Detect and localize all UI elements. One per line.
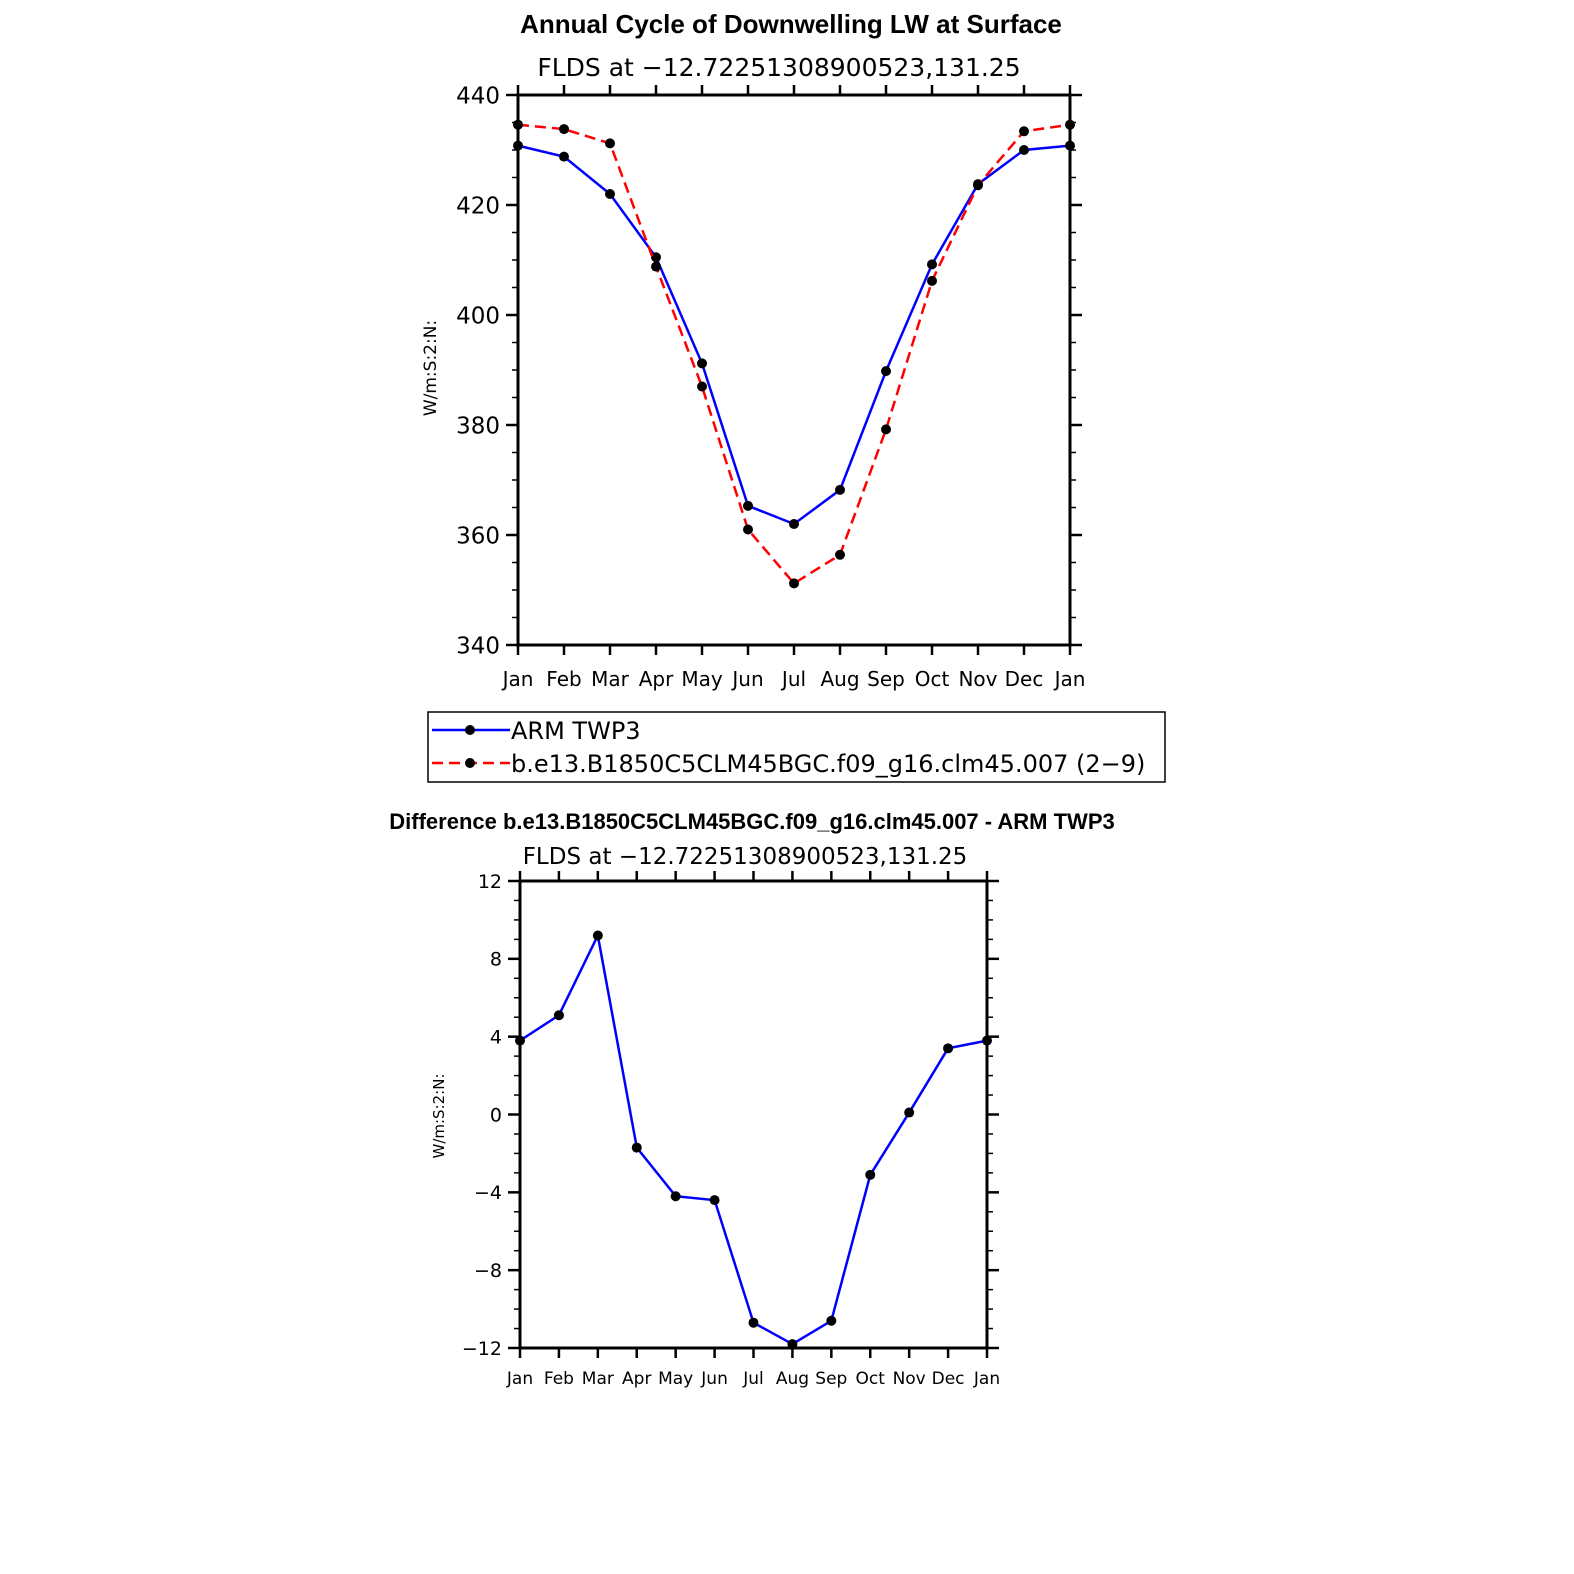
x-tick-label: Apr: [639, 667, 674, 691]
annual-cycle-chart: Annual Cycle of Downwelling LW at Surfac…: [421, 9, 1166, 783]
y-tick-label: −8: [474, 1260, 502, 1282]
data-point: [973, 180, 983, 191]
y-tick-label: 400: [456, 303, 500, 329]
data-point: [904, 1107, 915, 1118]
data-point: [651, 252, 661, 263]
data-point: [697, 358, 707, 369]
data-point: [651, 261, 661, 272]
y-tick-label: 420: [456, 193, 500, 219]
data-point: [943, 1043, 954, 1054]
data-point: [865, 1169, 876, 1180]
data-point: [559, 151, 569, 162]
legend-label-model: b.e13.B1850C5CLM45BGC.f09_g16.clm45.007 …: [511, 750, 1145, 778]
y-axis-label: W/m:S:2:N:: [430, 1074, 448, 1159]
data-point: [748, 1317, 759, 1328]
x-tick-label: Jul: [742, 1369, 764, 1389]
data-point: [835, 549, 845, 560]
x-tick-label: Jun: [730, 667, 763, 691]
data-point: [605, 138, 615, 149]
chart-subtitle: FLDS at −12.72251308900523,131.25: [523, 844, 968, 870]
series-line: [517, 144, 1071, 526]
chart-title: Difference b.e13.B1850C5CLM45BGC.f09_g16…: [389, 809, 1114, 834]
data-point: [1019, 126, 1029, 137]
data-point: [881, 424, 891, 435]
x-tick-label: May: [681, 667, 723, 691]
x-tick-label: Oct: [915, 667, 950, 691]
legend-box: [427, 711, 1166, 783]
data-point: [697, 381, 707, 392]
chart-subtitle: FLDS at −12.72251308900523,131.25: [537, 53, 1020, 82]
legend-marker-model: [465, 758, 475, 768]
x-tick-label: Dec: [932, 1369, 965, 1389]
series-line: [519, 931, 988, 1346]
legend-marker-obs: [465, 725, 475, 735]
series-line: [517, 123, 1071, 586]
data-point: [826, 1315, 837, 1326]
x-tick-label: Mar: [591, 667, 630, 691]
data-point: [592, 930, 603, 941]
x-tick-label: Feb: [544, 1369, 574, 1389]
y-tick-label: 4: [490, 1027, 502, 1049]
chart-title: Annual Cycle of Downwelling LW at Surfac…: [520, 9, 1062, 39]
data-point: [881, 366, 891, 377]
x-tick-label: Dec: [1005, 667, 1044, 691]
y-tick-label: 340: [456, 633, 500, 659]
x-tick-label: Jan: [501, 667, 534, 691]
x-tick-label: Sep: [867, 667, 905, 691]
data-point: [789, 578, 799, 589]
x-tick-label: Jan: [1053, 667, 1086, 691]
x-tick-label: Nov: [893, 1369, 926, 1389]
x-tick-label: Aug: [820, 667, 859, 691]
data-point: [743, 524, 753, 535]
x-tick-label: May: [658, 1369, 693, 1389]
y-tick-label: −12: [462, 1338, 502, 1360]
data-point: [631, 1142, 642, 1153]
plot-frame: [516, 93, 1072, 647]
x-tick-label: Jan: [973, 1369, 1000, 1389]
y-tick-label: 12: [478, 871, 502, 893]
y-tick-label: 8: [490, 949, 502, 971]
legend: ARM TWP3 b.e13.B1850C5CLM45BGC.f09_g16.c…: [427, 711, 1166, 783]
data-point: [553, 1010, 564, 1021]
y-tick-label: −4: [474, 1182, 502, 1204]
data-point: [927, 259, 937, 270]
x-tick-label: Jul: [780, 667, 806, 691]
y-tick-label: 0: [490, 1104, 502, 1126]
x-tick-label: Jan: [506, 1369, 533, 1389]
x-tick-label: Feb: [546, 667, 581, 691]
data-point: [709, 1195, 720, 1206]
y-tick-label: 360: [456, 523, 500, 549]
x-tick-label: Sep: [815, 1369, 847, 1389]
x-tick-label: Oct: [856, 1369, 886, 1389]
data-point: [743, 500, 753, 511]
x-tick-label: Aug: [776, 1369, 809, 1389]
difference-chart: Difference b.e13.B1850C5CLM45BGC.f09_g16…: [389, 809, 1114, 1389]
data-point: [559, 124, 569, 135]
data-point: [789, 519, 799, 529]
y-tick-label: 440: [456, 83, 500, 109]
legend-label-obs: ARM TWP3: [511, 717, 641, 745]
x-tick-label: Apr: [622, 1369, 651, 1389]
y-axis-label: W/m:S:2:N:: [421, 320, 441, 416]
x-tick-label: Mar: [582, 1369, 614, 1389]
data-point: [605, 189, 615, 199]
x-tick-label: Jun: [700, 1369, 728, 1389]
data-point: [670, 1191, 681, 1202]
data-point: [835, 484, 845, 495]
plot-frame: [518, 879, 989, 1350]
x-tick-label: Nov: [958, 667, 997, 691]
data-point: [927, 275, 937, 286]
y-tick-label: 380: [456, 413, 500, 439]
data-point: [1019, 145, 1029, 155]
